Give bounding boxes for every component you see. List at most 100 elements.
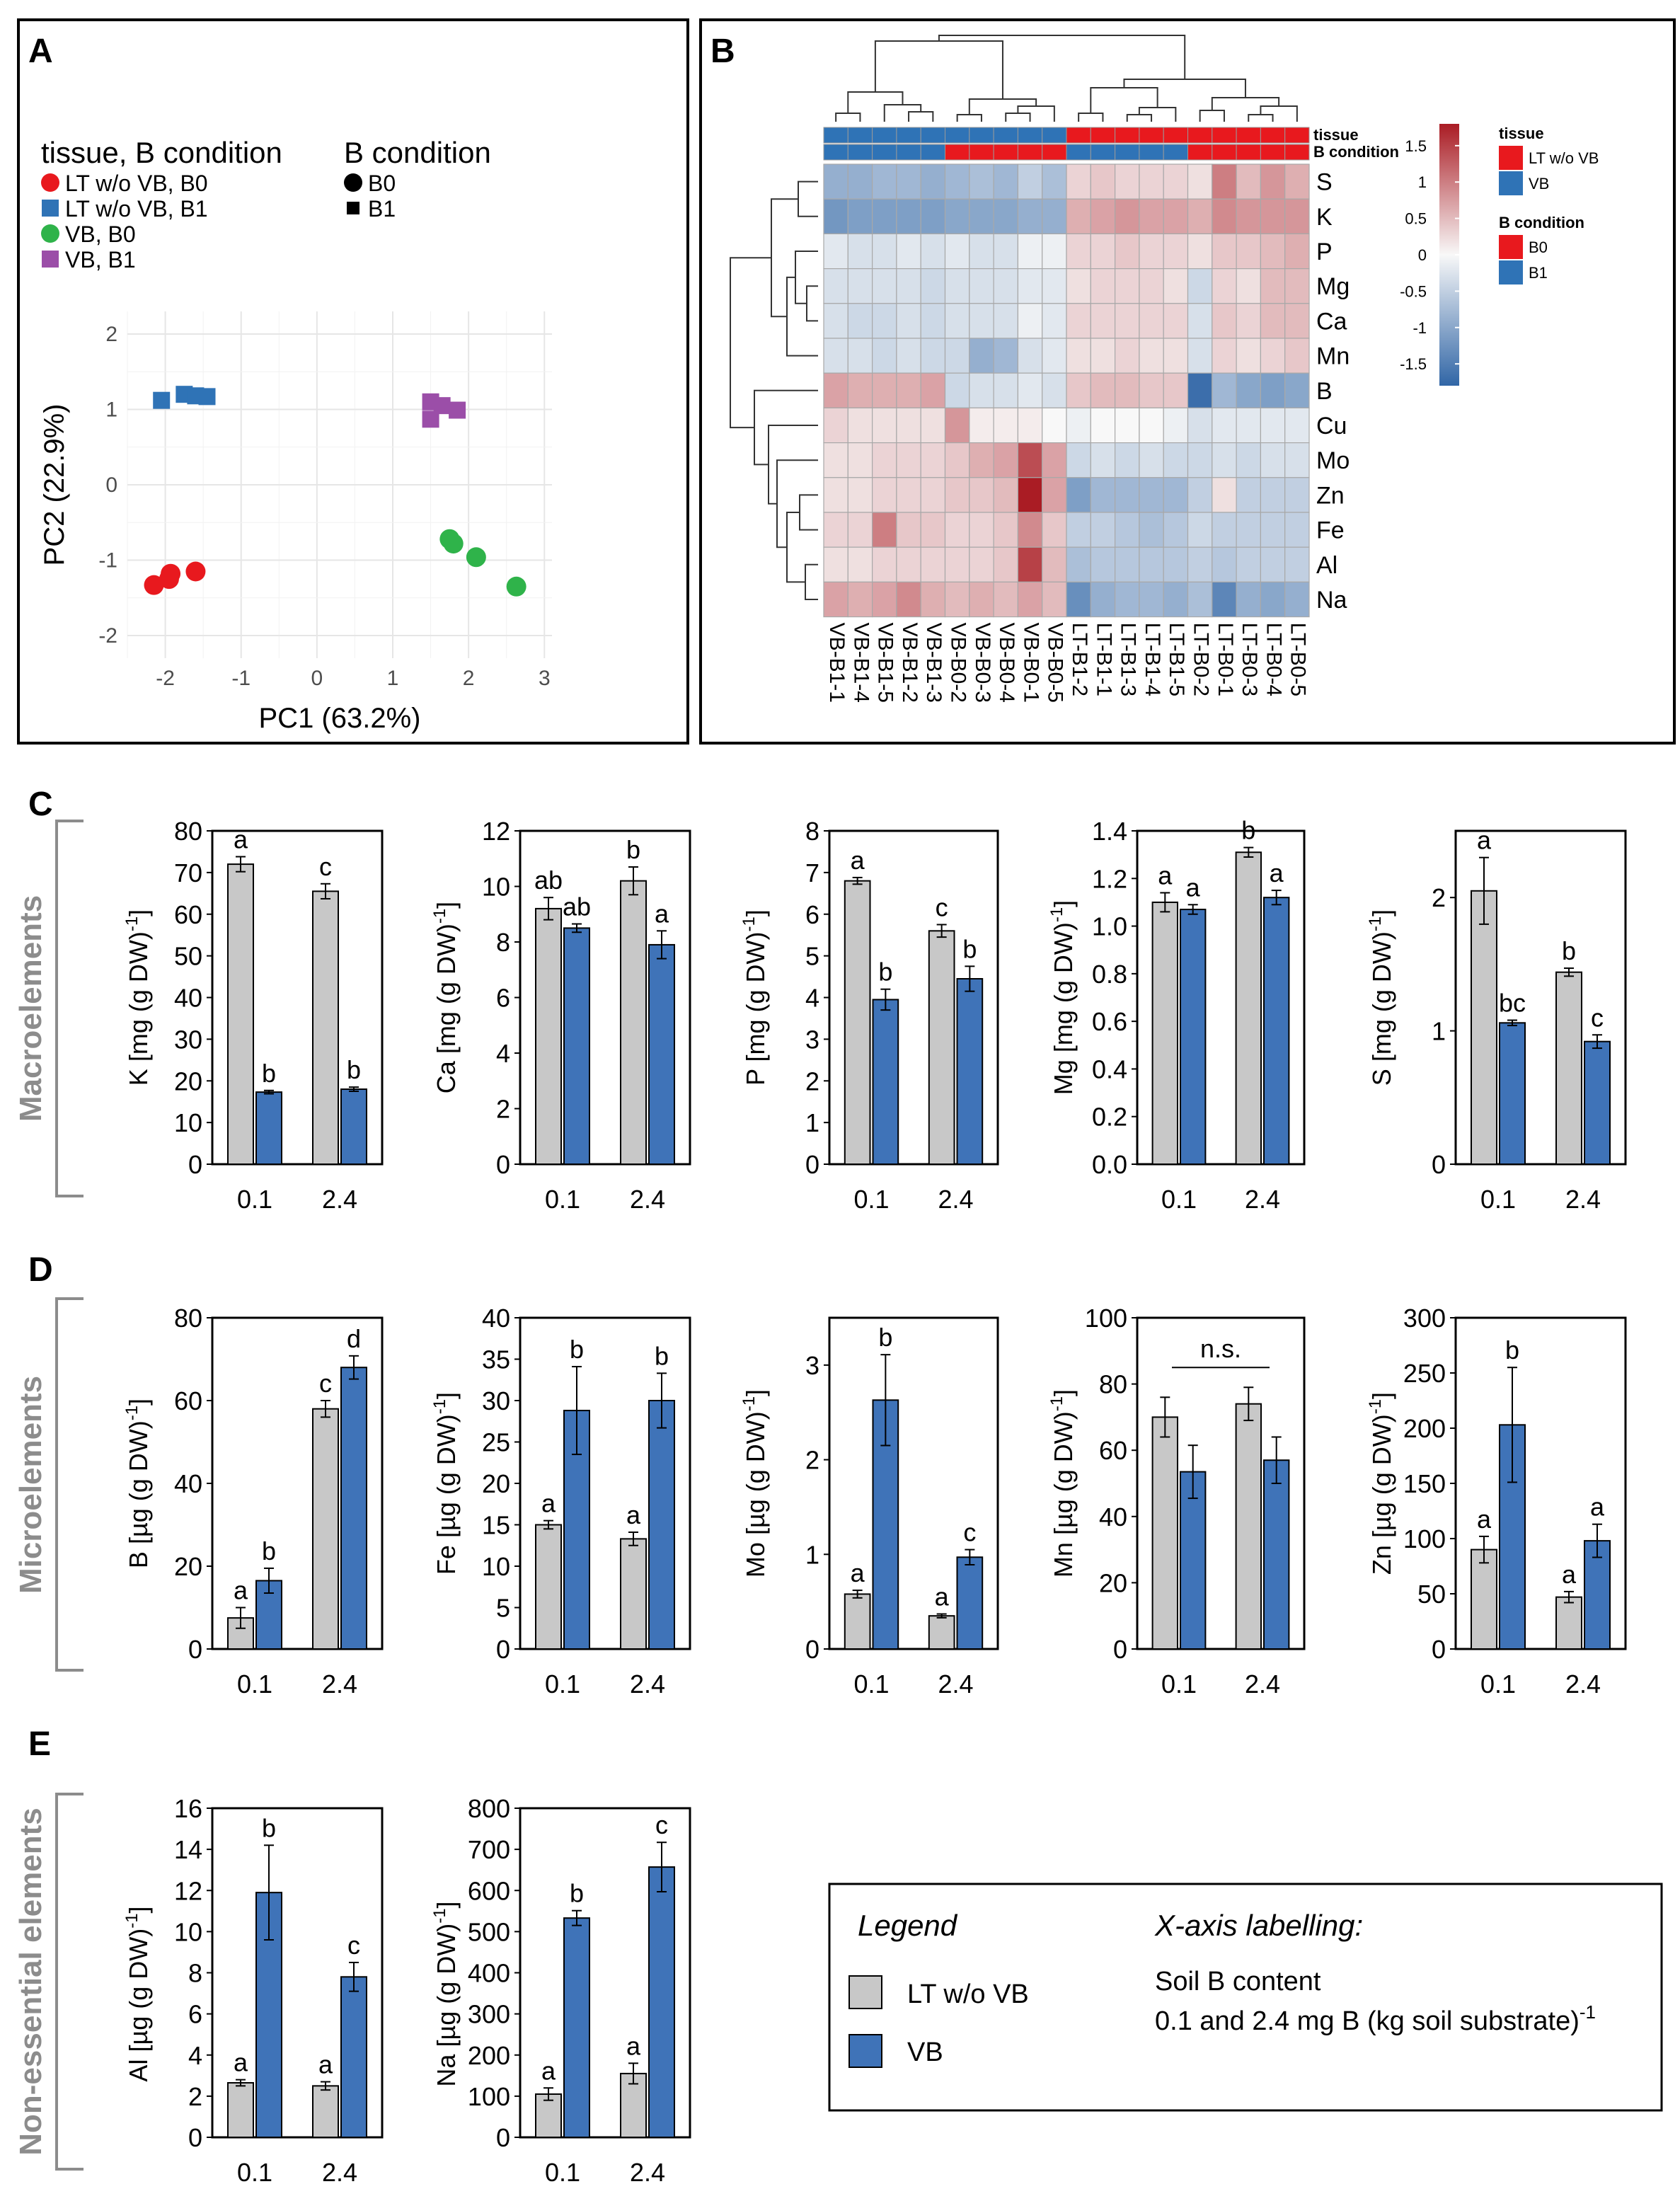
bar-y-axis-label-sup: -1	[1366, 916, 1385, 931]
heatmap-cell	[944, 338, 970, 374]
heatmap-cell	[993, 198, 1018, 235]
heatmap-colorbar-tick-label: -1	[1413, 319, 1427, 337]
heatmap-cell	[1066, 581, 1091, 618]
bar-y-tick-label: 0	[496, 2123, 510, 2152]
significance-letter: a	[1477, 826, 1492, 855]
heatmap-cell	[969, 581, 994, 618]
significance-letter: b	[878, 958, 892, 987]
bar-chart-mn: 0 20 40 60 80 100 Mn [µg (g DW)-1] 0.1 2.4 n.s.	[1047, 1304, 1306, 1699]
heatmap-cell	[896, 372, 921, 409]
bar-y-axis-label-end: ]	[1367, 1392, 1396, 1399]
significance-letter: a	[1477, 1505, 1492, 1534]
heatmap-tissue-cell	[945, 127, 970, 144]
pca-legend-marker	[42, 251, 59, 268]
heatmap-cell	[1066, 163, 1091, 200]
heatmap-cell	[1260, 581, 1286, 618]
bar-y-axis-label-sup: -1	[1047, 1396, 1066, 1411]
heatmap-cell	[1163, 268, 1189, 304]
heatmap-cell	[1139, 512, 1164, 548]
heatmap-cell	[871, 512, 897, 548]
bar-x-tick-label: 2.4	[938, 1670, 973, 1699]
significance-letter: ab	[534, 866, 563, 895]
heatmap-cell	[1017, 477, 1043, 513]
heatmap-tissue-cell	[1066, 127, 1091, 144]
significance-letter: a	[1158, 861, 1173, 890]
heatmap-cell	[1187, 407, 1213, 444]
heatmap-cell	[1187, 581, 1213, 618]
heatmap-row-label: B	[1316, 378, 1333, 405]
heatmap-cell	[1236, 512, 1261, 548]
heatmap-bcond-cell	[1212, 144, 1237, 161]
heatmap-cell	[896, 407, 921, 444]
heatmap-tissue-cell	[1284, 127, 1310, 144]
heatmap-cell	[1163, 512, 1189, 548]
heatmap-cell	[993, 512, 1018, 548]
bar-chart-frame	[1454, 829, 1627, 1166]
heatmap-cell	[1066, 372, 1091, 409]
bar-lt	[620, 880, 647, 1166]
heatmap-cell	[1090, 477, 1116, 513]
heatmap-cell	[1090, 407, 1116, 444]
panel-label-b: B	[710, 33, 735, 70]
bar-vb	[255, 1091, 282, 1165]
bar-y-axis-label-end: ]	[1049, 1389, 1078, 1396]
heatmap-cell	[823, 372, 848, 409]
bar-y-tick-label: 30	[174, 1025, 202, 1054]
heatmap-cell	[993, 338, 1018, 374]
heatmap-cell	[993, 268, 1018, 304]
bar-y-tick-label: 60	[174, 900, 202, 929]
heatmap-cell	[896, 477, 921, 513]
heatmap-cell	[1236, 581, 1261, 618]
bar-vb	[340, 1976, 367, 2138]
pca-legend-label: LT w/o VB, B0	[65, 171, 208, 196]
bar-y-axis-label-sup: -1	[1366, 1399, 1385, 1414]
heatmap-cell	[1236, 546, 1261, 583]
heatmap-cell	[1139, 372, 1164, 409]
heatmap-col-label: LT-B0-2	[1190, 623, 1213, 697]
heatmap-cell	[823, 303, 848, 339]
bar-y-tick-label: 0	[496, 1150, 510, 1179]
bar-x-tick-label: 2.4	[1565, 1670, 1601, 1699]
bar-y-tick-label: 800	[468, 1794, 510, 1823]
heatmap-bcond-cell	[945, 144, 970, 161]
heatmap-tissue-cell	[969, 127, 994, 144]
heatmap-cell	[1042, 163, 1067, 200]
heatmap-cell	[847, 581, 873, 618]
heatmap-tissue-cell	[1163, 127, 1188, 144]
heatmap-cell	[944, 163, 970, 200]
heatmap-bcond-cell	[1090, 144, 1116, 161]
heatmap-cell	[1090, 303, 1116, 339]
heatmap-cell	[1114, 546, 1140, 583]
heatmap-colorbar-tick-label: 0.5	[1405, 210, 1427, 228]
heatmap-cell	[1260, 442, 1286, 478]
bar-y-tick-label: 60	[174, 1386, 202, 1415]
heatmap-col-dendrogram-link	[883, 104, 922, 122]
bar-lt	[312, 890, 339, 1166]
heatmap-cell	[1187, 372, 1213, 409]
heatmap-cell	[1114, 338, 1140, 374]
heatmap-cell	[944, 581, 970, 618]
bar-y-tick-label: 600	[468, 1876, 510, 1905]
bar-vb	[563, 927, 590, 1165]
heatmap-cell	[1042, 407, 1067, 444]
bar-y-tick-label: 1.4	[1092, 817, 1127, 846]
heatmap-cell	[1212, 407, 1237, 444]
heatmap-col-label: VB-B0-3	[971, 623, 994, 703]
bar-x-tick-label: 0.1	[545, 1185, 580, 1214]
bar-lt	[1151, 1416, 1178, 1650]
bar-y-tick-label: 20	[482, 1469, 510, 1498]
bar-y-axis-label-end: ]	[432, 1392, 461, 1399]
significance-letter: b	[262, 1059, 276, 1088]
heatmap-cell	[944, 442, 970, 478]
bar-y-axis-label-text: Zn [µg (g DW)	[1367, 1414, 1396, 1575]
bar-y-tick-label: 0.4	[1092, 1054, 1127, 1084]
bar-y-tick-label: 50	[1417, 1580, 1446, 1609]
heatmap-cell	[1187, 163, 1213, 200]
heatmap-cell	[847, 477, 873, 513]
heatmap-cell	[1066, 198, 1091, 235]
heatmap-colorbar-tick-label: -0.5	[1400, 282, 1427, 300]
heatmap-cell	[1284, 512, 1310, 548]
heatmap-cell	[1042, 198, 1067, 235]
heatmap-cell	[1212, 198, 1237, 235]
